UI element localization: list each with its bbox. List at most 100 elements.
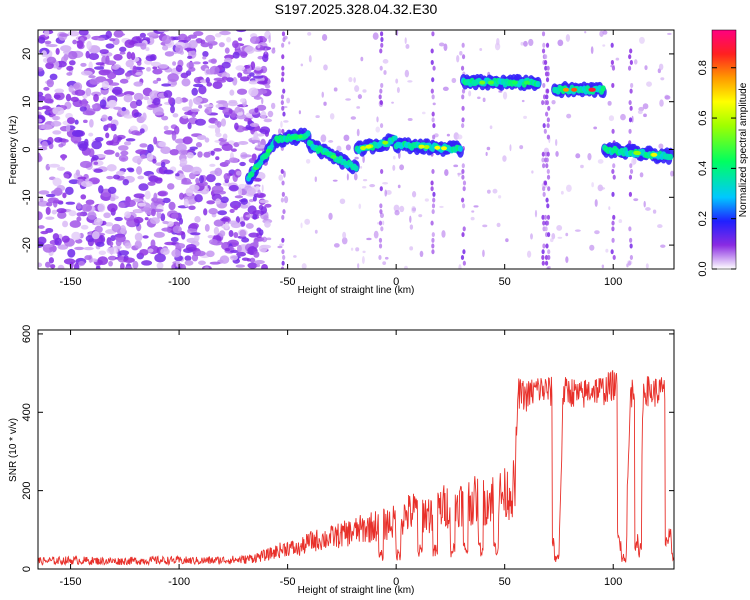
noise-blob [444,169,449,177]
streak-blob [282,88,286,94]
signal-core [600,85,606,92]
noise-blob [141,260,153,266]
streak-blob [544,65,548,71]
noise-blob [168,96,173,105]
noise-blob [135,71,144,76]
streak-blob [612,214,616,220]
noise-blob [161,227,172,232]
noise-blob [314,229,318,234]
noise-blob [146,152,154,161]
streak-blob [431,232,435,238]
noise-blob [602,44,606,47]
noise-blob [470,216,475,221]
noise-blob [192,61,201,65]
noise-blob [157,30,170,33]
streak-blob [431,94,435,100]
noise-blob [494,42,501,51]
streak-blob [542,82,546,88]
noise-blob [209,66,214,75]
noise-blob [118,250,130,256]
noise-blob [93,218,103,226]
noise-blob [283,195,289,204]
noise-blob [215,198,221,205]
noise-blob [254,259,265,265]
streak-blob [378,255,382,261]
noise-blob [260,110,267,119]
noise-blob [404,69,410,78]
noise-blob [38,262,43,268]
noise-blob [108,85,114,91]
noise-blob [256,227,262,233]
noise-blob [237,37,243,42]
noise-blob [224,159,231,165]
noise-blob [486,146,491,151]
noise-blob [261,264,268,269]
noise-blob [74,119,79,125]
noise-blob [204,223,210,232]
noise-blob [73,263,80,269]
noise-blob [229,200,242,209]
noise-blob [492,188,498,194]
noise-blob [637,109,643,115]
noise-blob [127,168,135,173]
streak-blob [431,31,435,37]
noise-blob [45,193,56,198]
y-tick-label: 10 [21,96,33,108]
noise-blob [226,77,234,83]
noise-blob [85,235,95,243]
noise-blob [229,208,235,214]
noise-blob [271,48,276,54]
noise-blob [411,207,417,212]
noise-blob [246,187,256,196]
noise-blob [188,39,198,49]
noise-blob [421,111,426,115]
noise-blob [626,263,629,268]
noise-blob [62,192,67,199]
noise-blob [642,103,649,110]
noise-blob [136,60,142,66]
noise-blob [99,49,109,55]
streak-blob [546,117,550,123]
noise-blob [77,141,89,149]
noise-blob [498,90,503,93]
streak-blob [282,209,286,215]
noise-blob [191,253,199,262]
streak-blob [430,88,434,94]
noise-blob [175,260,181,268]
noise-blob [107,82,120,86]
noise-blob [101,114,108,122]
streak-blob [541,255,545,261]
noise-blob [220,217,230,222]
noise-blob [362,155,365,163]
streak-blob [610,42,614,48]
noise-blob [65,201,76,205]
noise-blob [65,93,72,102]
noise-blob [65,186,74,196]
streak-blob [282,37,286,43]
noise-blob [78,261,85,266]
noise-blob [132,260,139,269]
noise-blob [221,76,228,81]
noise-blob [236,88,248,95]
noise-blob [161,45,169,51]
noise-blob [443,43,448,51]
noise-blob [115,239,122,247]
noise-blob [145,55,156,62]
noise-blob [191,87,198,96]
noise-blob [262,54,269,63]
noise-blob [210,58,217,64]
noise-blob [67,30,80,37]
noise-blob [105,43,115,49]
signal-peak [434,145,441,150]
noise-blob [657,224,663,229]
signal-core [457,145,463,152]
noise-blob [106,175,114,180]
noise-blob [356,128,360,137]
noise-blob [208,43,213,50]
streak-blob [280,77,285,83]
noise-blob [411,191,417,198]
streak-blob [628,100,632,106]
noise-blob [277,245,283,249]
